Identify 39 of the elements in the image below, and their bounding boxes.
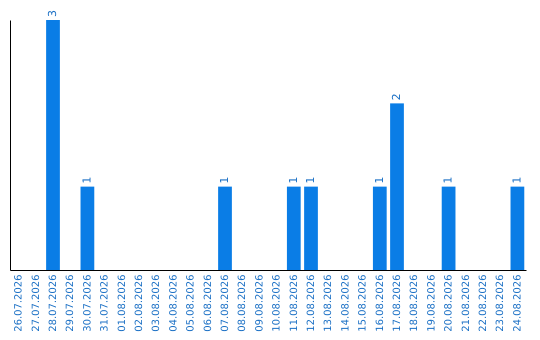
data-label: 1 xyxy=(286,176,300,184)
x-tick-label: 18.08.2026 xyxy=(409,274,420,332)
data-label: 1 xyxy=(304,176,317,184)
x-tick-label: 10.08.2026 xyxy=(272,274,283,332)
x-tick-label: 01.08.2026 xyxy=(116,274,128,332)
x-tick-label: 28.07.2026 xyxy=(48,274,59,332)
x-tick-label: 09.08.2026 xyxy=(254,274,266,332)
x-tick-label: 05.08.2026 xyxy=(186,274,197,332)
x-tick-label: 13.08.2026 xyxy=(323,274,334,332)
x-tick-label: 31.07.2026 xyxy=(100,274,111,332)
data-label: 2 xyxy=(390,93,403,100)
x-tick-label: 29.07.2026 xyxy=(65,274,76,332)
data-label: 1 xyxy=(442,176,455,184)
x-tick-label: 27.07.2026 xyxy=(30,274,42,332)
data-label: 3 xyxy=(46,10,59,17)
x-tick-label: 20.08.2026 xyxy=(444,274,455,332)
x-tick-label: 26.07.2026 xyxy=(14,274,25,332)
x-tick-label: 14.08.2026 xyxy=(340,274,352,332)
x-tick-label: 04.08.2026 xyxy=(168,274,180,332)
x-tick-label: 22.08.2026 xyxy=(478,274,489,332)
x-tick-label: 11.08.2026 xyxy=(288,274,300,332)
x-tick-label: 15.08.2026 xyxy=(358,274,369,332)
x-tick-label: 12.08.2026 xyxy=(306,274,317,332)
x-tick-label: 17.08.2026 xyxy=(392,274,403,332)
data-label: 1 xyxy=(80,176,94,184)
x-tick-label: 16.08.2026 xyxy=(374,274,386,332)
x-tick-label: 24.08.2026 xyxy=(512,274,524,332)
x-tick-label: 30.07.2026 xyxy=(82,274,94,332)
data-label: 1 xyxy=(218,176,231,184)
x-tick-label: 21.08.2026 xyxy=(460,274,472,332)
data-label: 1 xyxy=(510,176,524,184)
x-tick-label: 19.08.2026 xyxy=(426,274,438,332)
x-tick-label: 03.08.2026 xyxy=(151,274,162,332)
x-tick-label: 23.08.2026 xyxy=(495,274,506,332)
x-tick-label: 07.08.2026 xyxy=(220,274,231,332)
x-tick-label: 02.08.2026 xyxy=(134,274,145,332)
x-tick-label: 06.08.2026 xyxy=(202,274,214,332)
data-label: 1 xyxy=(372,176,386,184)
x-tick-label: 08.08.2026 xyxy=(237,274,248,332)
